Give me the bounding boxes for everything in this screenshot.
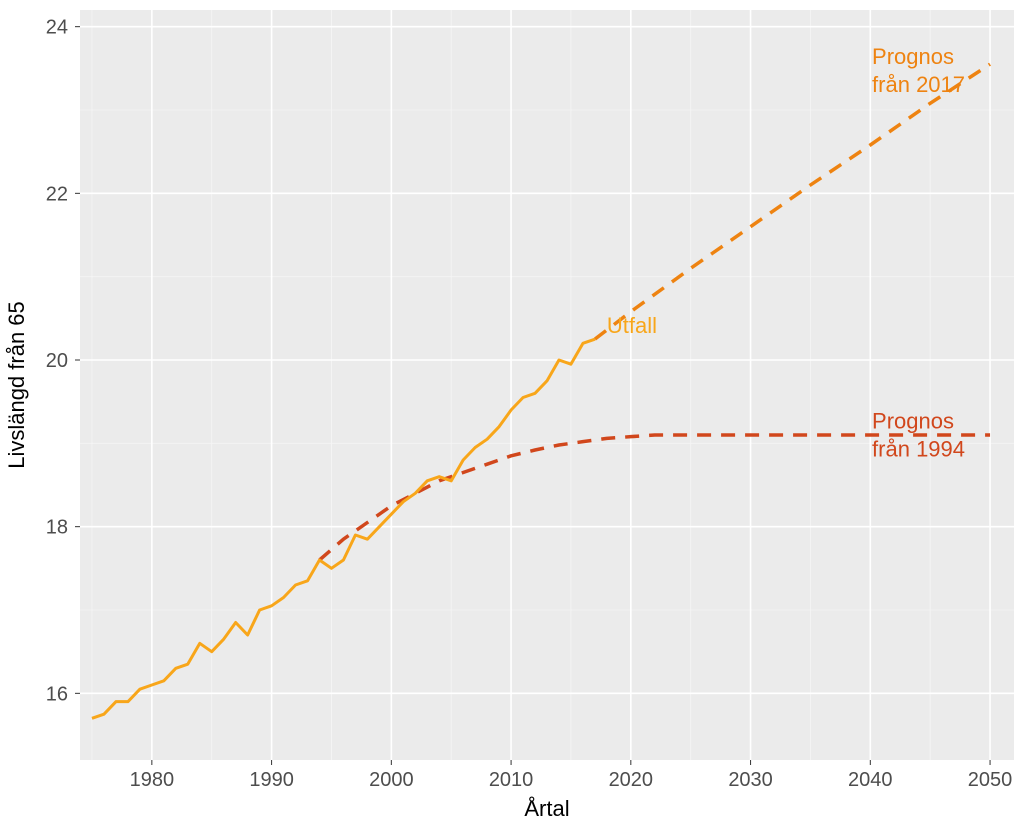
svg-text:18: 18 [46,517,68,539]
svg-text:1990: 1990 [249,769,294,791]
x-tick-marks [152,760,990,765]
label-utfall: Utfall [607,313,657,338]
label-prognos-1994-line2: från 1994 [872,437,965,462]
label-prognos-1994-line1: Prognos [872,409,954,434]
chart-svg: Utfall Prognos från 2017 Prognos från 19… [0,0,1024,829]
panel-background [80,10,1014,760]
svg-text:22: 22 [46,183,68,205]
svg-text:2010: 2010 [489,769,534,791]
life-expectancy-chart: Utfall Prognos från 2017 Prognos från 19… [0,0,1024,829]
svg-text:24: 24 [46,17,68,39]
svg-text:1980: 1980 [130,769,175,791]
svg-text:2000: 2000 [369,769,414,791]
svg-text:16: 16 [46,683,68,705]
svg-text:2030: 2030 [728,769,773,791]
x-tick-labels: 1980 1990 2000 2010 2020 2030 2040 2050 [130,769,1013,791]
y-tick-marks [75,27,80,694]
x-axis-title: Årtal [524,796,569,821]
y-axis-title: Livslängd från 65 [4,301,29,469]
svg-text:20: 20 [46,350,68,372]
label-prognos-2017-line1: Prognos [872,44,954,69]
y-tick-labels: 16 18 20 22 24 [46,17,68,706]
svg-text:2050: 2050 [968,769,1013,791]
label-prognos-2017-line2: från 2017 [872,72,965,97]
svg-text:2040: 2040 [848,769,893,791]
svg-text:2020: 2020 [609,769,654,791]
